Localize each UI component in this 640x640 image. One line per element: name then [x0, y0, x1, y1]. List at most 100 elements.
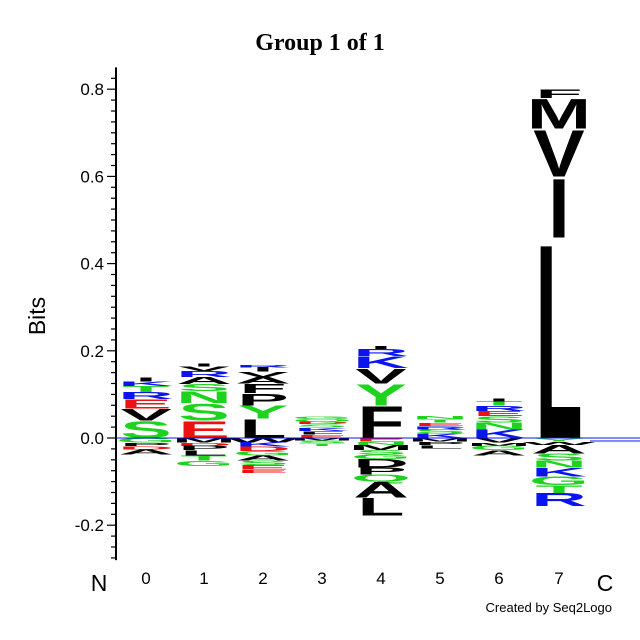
- logo-letter-negative: R: [531, 489, 587, 509]
- logo-letter-negative: K: [235, 441, 291, 448]
- logo-letter: E: [120, 396, 171, 411]
- logo-letter-negative: D: [235, 446, 291, 453]
- logo-letter: M: [527, 91, 591, 138]
- logo-letter-negative: M: [467, 441, 531, 446]
- y-tick-label: 0.6: [80, 167, 104, 186]
- logo-letter: G: [292, 416, 352, 420]
- n-terminus-label: N: [91, 570, 108, 596]
- logo-letter-negative: T: [298, 443, 345, 447]
- y-tick-label: 0.8: [80, 80, 104, 99]
- logo-letter-negative: A: [353, 478, 409, 502]
- logo-letter: A: [235, 375, 291, 385]
- logo-letter: E: [414, 421, 465, 426]
- logo-letter-negative: L: [416, 444, 463, 449]
- logo-letter-negative: S: [355, 449, 406, 456]
- logo-letter-negative: A: [531, 443, 587, 457]
- logo-glyphs: SVERTKIGPDAESNSARVIMDPLTGLYPFAVIRWKDGASE…: [116, 87, 596, 521]
- logo-letter-negative: Q: [351, 473, 411, 484]
- logo-letter-negative: E: [355, 437, 406, 442]
- logo-letter-negative: A: [118, 448, 174, 456]
- logo-letter: V: [120, 405, 171, 424]
- logo-letter: Y: [237, 402, 288, 422]
- logo-letter: R: [235, 364, 291, 368]
- logo-letter: K: [412, 433, 468, 440]
- logo-letter-negative: E: [237, 469, 288, 474]
- logo-letter: N: [471, 420, 527, 431]
- y-tick-label: 0.2: [80, 342, 104, 361]
- logo-letter-negative: G: [469, 445, 529, 452]
- credit-text: Created by Seq2Logo: [486, 600, 612, 615]
- logo-letter-negative: K: [531, 465, 587, 479]
- logo-letter: K: [294, 427, 350, 432]
- logo-letter: R: [412, 425, 468, 430]
- logo-letter-negative: W: [227, 437, 300, 444]
- position-label: 5: [435, 569, 444, 588]
- logo-letter: F: [239, 381, 286, 396]
- logo-letter-negative: P: [120, 441, 171, 446]
- logo-letter-negative: G: [351, 453, 411, 460]
- logo-letter: T: [416, 418, 463, 423]
- position-label: 3: [317, 569, 326, 588]
- logo-letter: L: [535, 187, 582, 498]
- logo-letter-negative: W: [523, 441, 596, 446]
- position-label: 7: [554, 569, 563, 588]
- logo-letter-negative: G: [174, 459, 234, 467]
- logo-letter: E: [296, 434, 347, 439]
- logo-letter-negative: S: [296, 440, 347, 444]
- logo-letter: R: [353, 347, 409, 358]
- logo-letter-negative: P: [414, 441, 465, 446]
- chart-title: Group 1 of 1: [255, 30, 385, 56]
- logo-letter: V: [533, 117, 584, 191]
- logo-letter: I: [370, 345, 391, 350]
- logo-letter-negative: L: [357, 493, 404, 521]
- logo-letter: V: [237, 370, 289, 378]
- logo-letter: S: [473, 415, 524, 425]
- logo-letter-negative: P: [178, 445, 229, 452]
- logo-letter: S: [178, 399, 229, 426]
- logo-letter: K: [471, 427, 527, 441]
- logo-letter: Y: [355, 378, 406, 412]
- logo-letter-negative: M: [290, 437, 354, 441]
- logo-letter-negative: E: [237, 464, 288, 471]
- logo-letter: K: [118, 380, 174, 387]
- logo-letter-negative: N: [353, 441, 409, 446]
- logo-letter-negative: T: [535, 483, 582, 495]
- position-label: 6: [494, 569, 503, 588]
- logo-letter: F: [535, 87, 582, 101]
- y-axis: -0.2 0.0 0.2 0.4 0.6 0.8: [75, 67, 117, 561]
- logo-letter-negative: G: [529, 474, 589, 488]
- logo-letter-negative: G: [116, 437, 176, 444]
- logo-letter: E: [473, 410, 524, 418]
- logo-letter-negative: S: [237, 460, 288, 467]
- logo-letter-negative: M: [408, 437, 472, 442]
- logo-letter: I: [548, 162, 569, 256]
- logo-letter: T: [122, 385, 169, 394]
- logo-letter: A: [176, 375, 232, 386]
- logo-letter: S: [414, 428, 465, 435]
- logo-letter: R: [471, 404, 527, 412]
- position-label: 2: [258, 569, 267, 588]
- position-label: 4: [376, 569, 385, 588]
- logo-letter: S: [296, 423, 347, 428]
- logo-letter-negative: T: [180, 454, 227, 462]
- y-axis-label: Bits: [24, 297, 50, 335]
- logo-letter: E: [178, 416, 229, 443]
- y-tick-label: 0.0: [80, 429, 104, 448]
- logo-letter-negative: G: [233, 450, 293, 457]
- logo-letter-negative: A: [471, 449, 527, 457]
- c-terminus-label: C: [597, 570, 614, 596]
- logo-letter: F: [298, 430, 345, 435]
- logo-letter-negative: M: [172, 437, 236, 444]
- y-tick-label: -0.2: [75, 516, 104, 535]
- logo-letter-negative: Y: [533, 437, 584, 442]
- logo-letter: S: [120, 416, 171, 443]
- logo-letter-negative: L: [180, 449, 227, 457]
- logo-letter: I: [488, 397, 509, 402]
- y-tick-label: 0.4: [80, 255, 104, 274]
- logo-letter: P: [237, 390, 288, 409]
- logo-letter: R: [118, 390, 174, 401]
- position-label: 1: [199, 569, 208, 588]
- x-axis: 0 1 2 3 4 5 6 7: [141, 569, 563, 588]
- logo-letter: S: [178, 382, 229, 393]
